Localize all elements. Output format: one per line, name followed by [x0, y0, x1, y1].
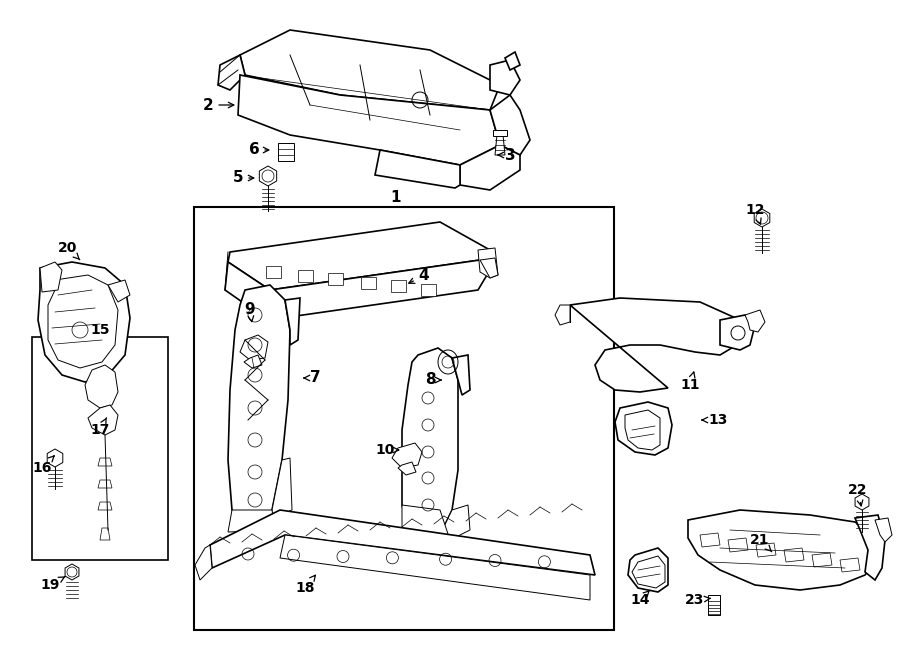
Text: 20: 20: [58, 241, 80, 260]
Bar: [420, 284, 436, 295]
Polygon shape: [218, 55, 245, 90]
Polygon shape: [285, 298, 300, 345]
Polygon shape: [48, 275, 118, 368]
Bar: [278, 143, 294, 161]
Polygon shape: [228, 222, 490, 290]
Polygon shape: [495, 135, 505, 155]
Polygon shape: [688, 510, 878, 590]
Polygon shape: [225, 260, 490, 320]
Polygon shape: [505, 52, 520, 70]
Text: 12: 12: [745, 203, 765, 224]
Polygon shape: [490, 95, 530, 155]
Polygon shape: [228, 510, 275, 532]
Polygon shape: [754, 209, 770, 227]
Text: 9: 9: [245, 303, 256, 322]
Polygon shape: [272, 458, 292, 518]
Polygon shape: [100, 528, 110, 540]
Polygon shape: [493, 130, 507, 136]
Text: 22: 22: [848, 483, 868, 506]
Text: 4: 4: [409, 268, 429, 284]
Polygon shape: [195, 545, 212, 580]
Text: 6: 6: [248, 143, 269, 157]
Polygon shape: [460, 145, 520, 190]
Polygon shape: [108, 280, 130, 302]
Text: 2: 2: [202, 98, 234, 112]
Polygon shape: [855, 515, 885, 580]
Text: 19: 19: [40, 576, 65, 592]
Polygon shape: [632, 556, 665, 588]
Text: 23: 23: [685, 593, 710, 607]
Polygon shape: [210, 510, 595, 575]
Text: 14: 14: [630, 590, 650, 607]
Polygon shape: [240, 335, 268, 360]
Text: 11: 11: [680, 372, 700, 392]
Text: 18: 18: [295, 575, 315, 595]
Polygon shape: [570, 298, 745, 392]
Polygon shape: [875, 518, 892, 542]
Polygon shape: [812, 553, 832, 567]
Polygon shape: [98, 458, 112, 466]
Bar: [194, 207, 614, 630]
Text: 13: 13: [702, 413, 728, 427]
Polygon shape: [244, 355, 262, 368]
Polygon shape: [85, 365, 118, 408]
Text: 1: 1: [391, 190, 401, 206]
Bar: [361, 277, 375, 289]
Polygon shape: [375, 150, 460, 188]
Polygon shape: [756, 543, 776, 557]
Bar: [298, 270, 313, 282]
Bar: [328, 273, 343, 285]
Polygon shape: [440, 505, 470, 540]
Polygon shape: [402, 505, 450, 542]
Polygon shape: [240, 30, 500, 110]
Polygon shape: [855, 494, 868, 510]
Polygon shape: [615, 402, 672, 455]
Text: 5: 5: [233, 171, 254, 186]
Polygon shape: [555, 305, 570, 325]
Polygon shape: [398, 462, 416, 475]
Polygon shape: [784, 548, 804, 562]
Polygon shape: [228, 285, 290, 525]
Polygon shape: [700, 533, 720, 547]
Polygon shape: [478, 248, 498, 278]
Polygon shape: [625, 410, 660, 450]
Polygon shape: [840, 558, 860, 572]
Text: 7: 7: [304, 371, 320, 385]
Polygon shape: [47, 449, 63, 467]
Polygon shape: [392, 443, 422, 468]
Text: 3: 3: [498, 147, 516, 163]
Polygon shape: [65, 564, 79, 580]
Polygon shape: [480, 258, 498, 278]
Polygon shape: [88, 405, 118, 435]
Polygon shape: [728, 538, 748, 552]
Bar: [708, 595, 720, 615]
Polygon shape: [402, 348, 458, 540]
Polygon shape: [98, 480, 112, 488]
Polygon shape: [238, 75, 500, 165]
Polygon shape: [280, 535, 590, 600]
Bar: [391, 280, 406, 292]
Text: 16: 16: [32, 456, 54, 475]
Text: 21: 21: [751, 533, 772, 552]
Text: 8: 8: [425, 373, 441, 387]
Polygon shape: [259, 166, 276, 186]
Polygon shape: [38, 262, 130, 382]
Polygon shape: [720, 315, 755, 350]
Polygon shape: [628, 548, 668, 592]
Bar: [32, 337, 168, 560]
Polygon shape: [452, 355, 470, 395]
Polygon shape: [490, 60, 520, 95]
Polygon shape: [98, 502, 112, 510]
Polygon shape: [745, 310, 765, 332]
Bar: [266, 266, 281, 278]
Text: 17: 17: [90, 418, 110, 437]
Text: 15: 15: [90, 323, 110, 337]
Text: 10: 10: [375, 443, 399, 457]
Polygon shape: [40, 262, 62, 292]
